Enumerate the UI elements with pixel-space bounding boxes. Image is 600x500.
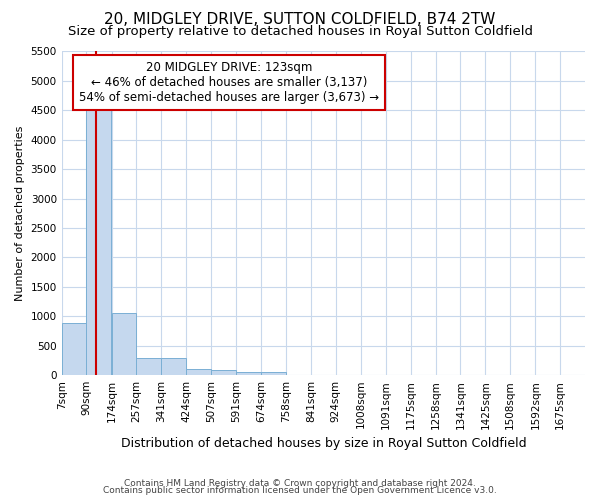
Y-axis label: Number of detached properties: Number of detached properties [15, 126, 25, 301]
Text: 20, MIDGLEY DRIVE, SUTTON COLDFIELD, B74 2TW: 20, MIDGLEY DRIVE, SUTTON COLDFIELD, B74… [104, 12, 496, 28]
Bar [211, 370, 236, 375]
Text: Size of property relative to detached houses in Royal Sutton Coldfield: Size of property relative to detached ho… [67, 25, 533, 38]
Bar [161, 358, 186, 375]
Bar [62, 324, 86, 375]
Text: 20 MIDGLEY DRIVE: 123sqm
← 46% of detached houses are smaller (3,137)
54% of sem: 20 MIDGLEY DRIVE: 123sqm ← 46% of detach… [79, 61, 379, 104]
Bar [186, 370, 211, 375]
Text: Contains HM Land Registry data © Crown copyright and database right 2024.: Contains HM Land Registry data © Crown c… [124, 478, 476, 488]
X-axis label: Distribution of detached houses by size in Royal Sutton Coldfield: Distribution of detached houses by size … [121, 437, 526, 450]
Bar [136, 358, 161, 375]
Bar [236, 372, 261, 375]
Bar [86, 106, 111, 375]
Text: Contains public sector information licensed under the Open Government Licence v3: Contains public sector information licen… [103, 486, 497, 495]
Bar [112, 312, 136, 375]
Bar [261, 372, 286, 375]
